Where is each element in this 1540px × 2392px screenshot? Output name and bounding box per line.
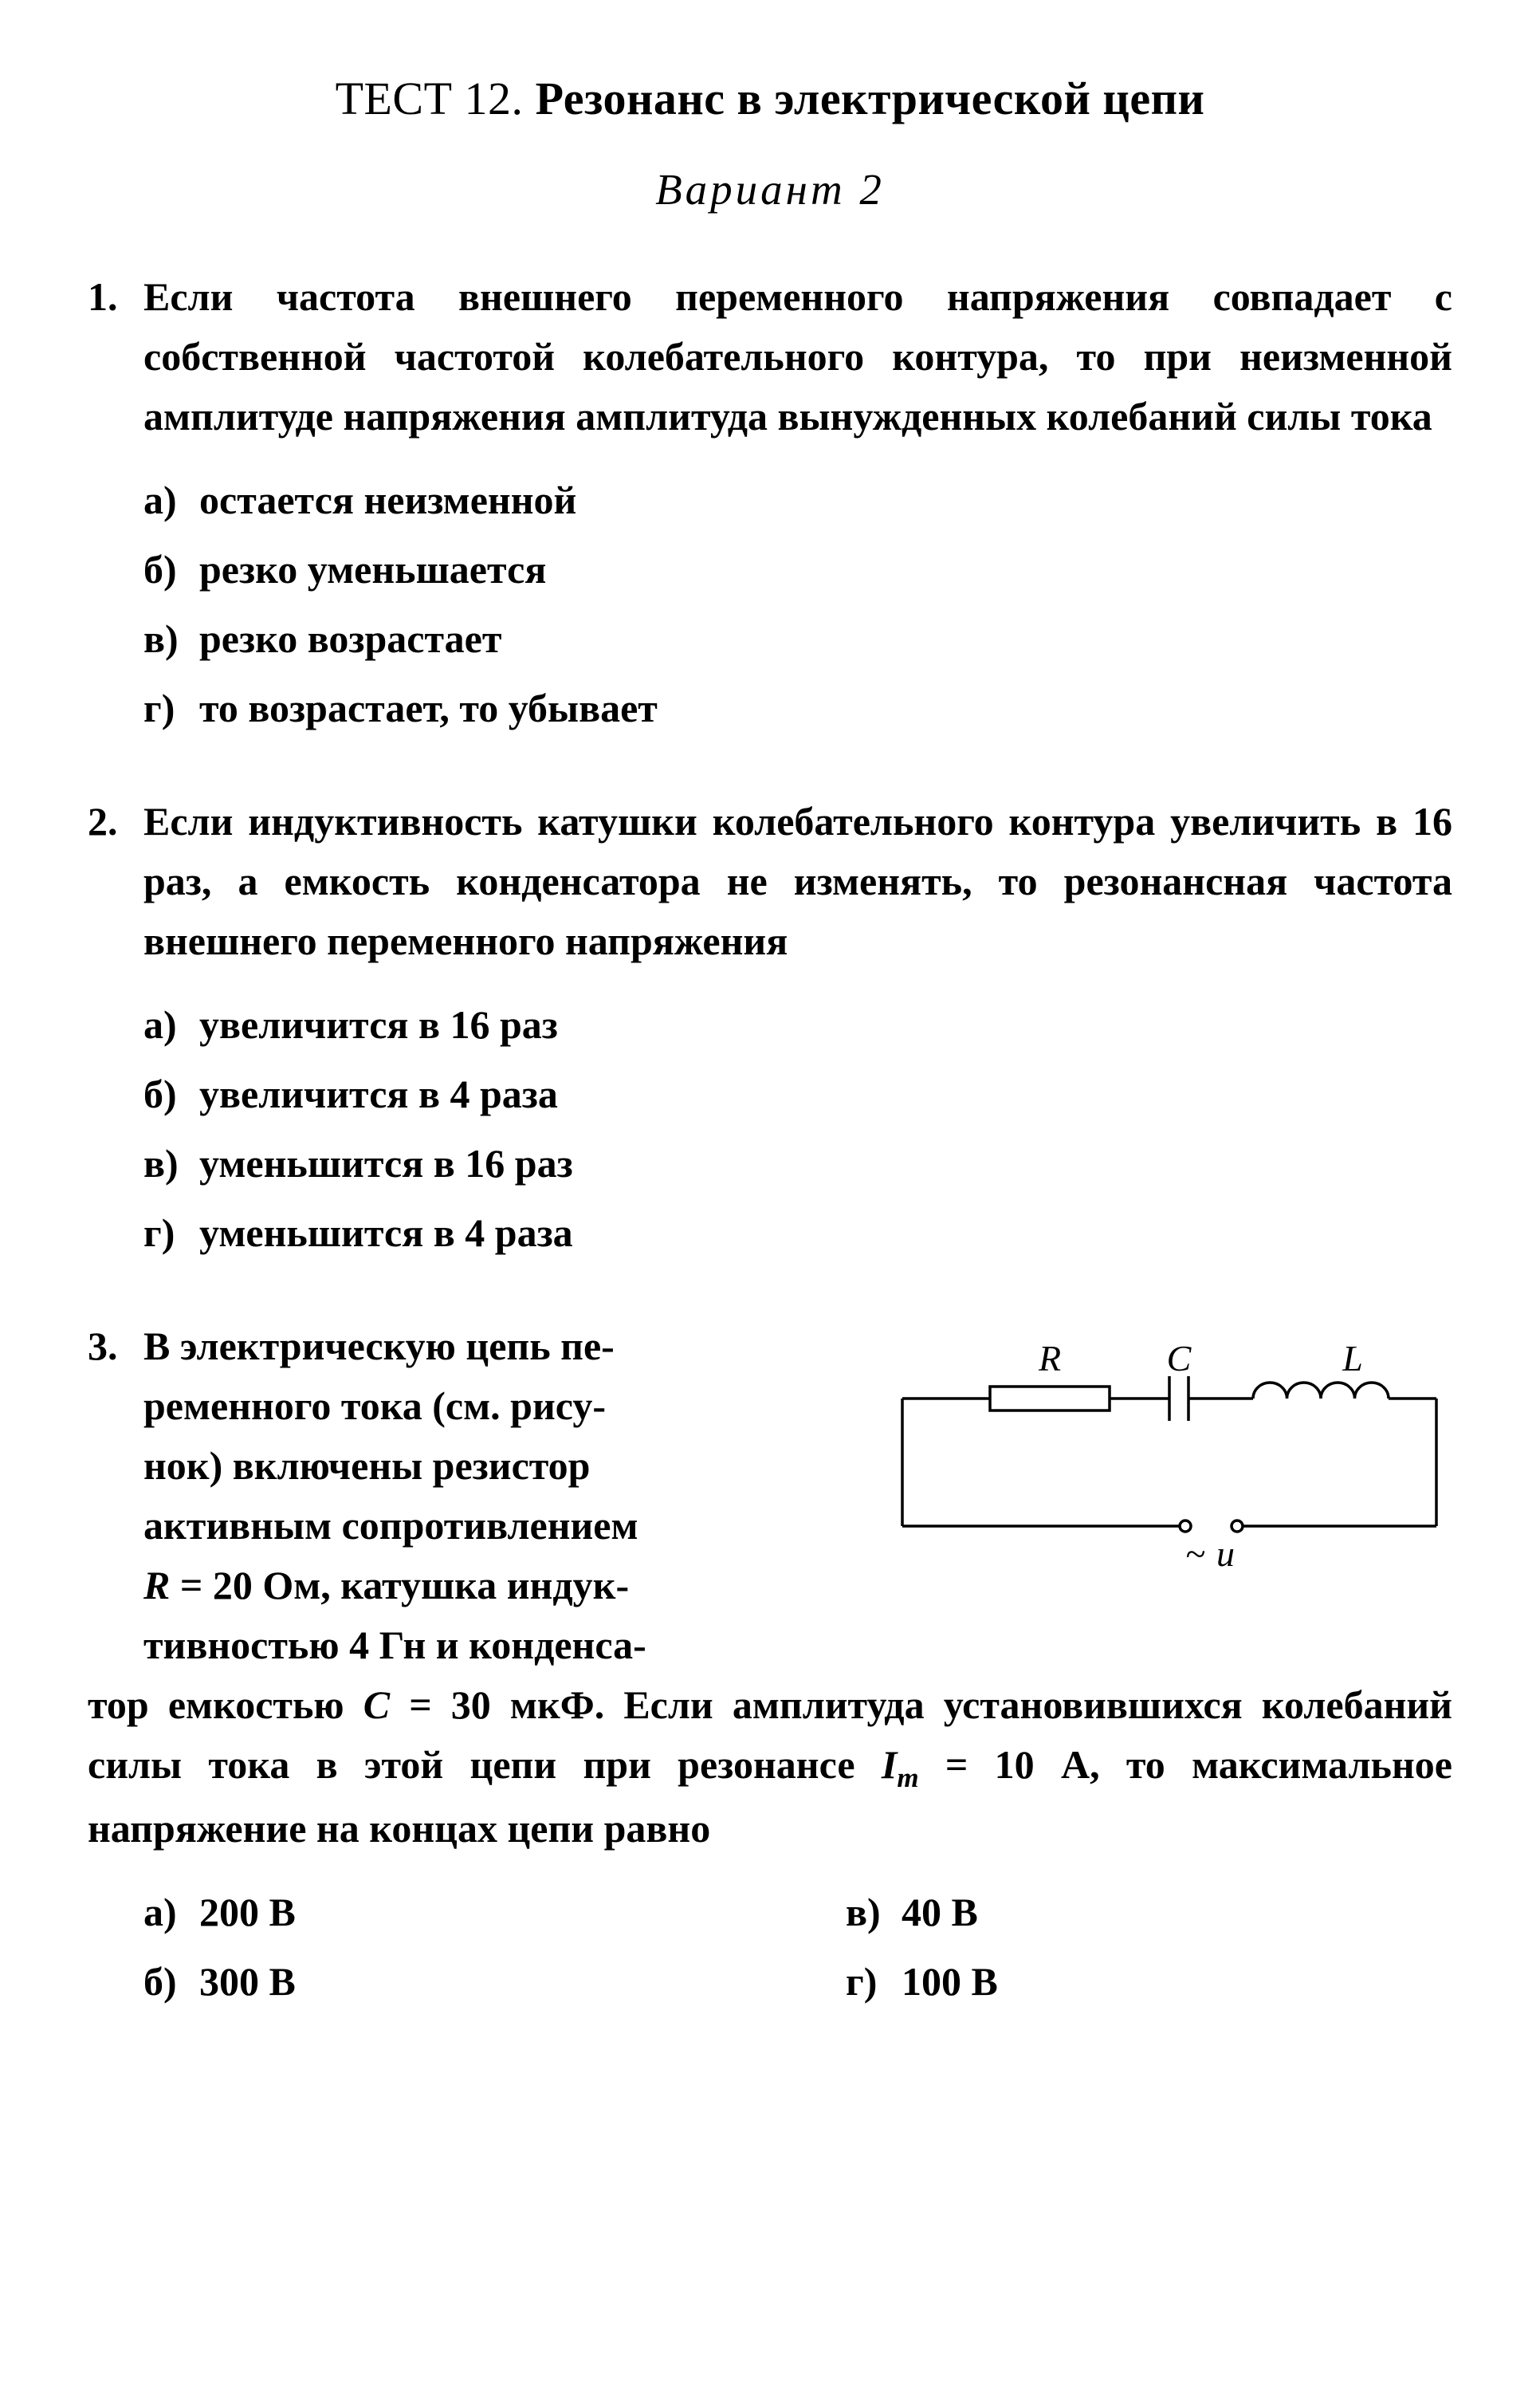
option-text: увеличится в 4 раза bbox=[199, 1064, 1452, 1124]
option-text: 100 В bbox=[902, 1952, 1452, 2012]
q3-I-symbol: I bbox=[882, 1742, 897, 1787]
q2-option-a[interactable]: а) увеличится в 16 раз bbox=[143, 995, 1452, 1055]
q3-option-d[interactable]: г) 100 В bbox=[846, 1952, 1452, 2012]
option-letter: г) bbox=[143, 679, 199, 738]
question-2: 2. Если индуктивность катушки колебатель… bbox=[88, 792, 1452, 1273]
option-letter: б) bbox=[143, 1952, 199, 2012]
option-text: резко уменьшается bbox=[199, 540, 1452, 600]
q1-option-d[interactable]: г) то возрастает, то убывает bbox=[143, 679, 1452, 738]
q3-option-b[interactable]: б) 300 В bbox=[143, 1952, 750, 2012]
q3-stem-l3: нок) включены резистор bbox=[143, 1443, 590, 1488]
q3-option-a[interactable]: а) 200 В bbox=[143, 1883, 750, 1942]
q2-option-d[interactable]: г) уменьшится в 4 раза bbox=[143, 1203, 1452, 1263]
option-text: уменьшится в 4 раза bbox=[199, 1203, 1452, 1263]
option-text: то возрастает, то убывает bbox=[199, 679, 1452, 738]
question-3: 3. В электрическую цепь пе- ременного то… bbox=[88, 1316, 1452, 2022]
svg-text:u: u bbox=[1216, 1533, 1235, 1574]
q2-stem: Если индуктивность катушки колебательног… bbox=[143, 792, 1452, 971]
option-text: 40 В bbox=[902, 1883, 1452, 1942]
q3-options: а) 200 В б) 300 В в) 40 В bbox=[143, 1883, 1452, 2021]
option-letter: в) bbox=[143, 1134, 199, 1194]
option-letter: г) bbox=[143, 1203, 199, 1263]
option-text: увеличится в 16 раз bbox=[199, 995, 1452, 1055]
variant-label: Вариант 2 bbox=[88, 157, 1452, 223]
option-letter: в) bbox=[846, 1883, 902, 1942]
q2-option-b[interactable]: б) увеличится в 4 раза bbox=[143, 1064, 1452, 1124]
svg-text:~: ~ bbox=[1185, 1533, 1205, 1574]
q3-option-c[interactable]: в) 40 В bbox=[846, 1883, 1452, 1942]
title-main: Резонанс в электрической цепи bbox=[536, 73, 1205, 124]
option-letter: а) bbox=[143, 1883, 199, 1942]
circuit-svg: R C L ~ u bbox=[878, 1323, 1452, 1586]
q3-stem-l4: активным сопротивлением bbox=[143, 1503, 638, 1548]
q1-stem: Если частота внешнего переменного напряж… bbox=[143, 267, 1452, 447]
option-text: 300 В bbox=[199, 1952, 750, 2012]
q1-option-b[interactable]: б) резко уменьшается bbox=[143, 540, 1452, 600]
question-1: 1. Если частота внешнего переменного нап… bbox=[88, 267, 1452, 748]
option-letter: а) bbox=[143, 995, 199, 1055]
q2-number: 2. bbox=[88, 792, 143, 852]
option-letter: б) bbox=[143, 1064, 199, 1124]
q2-options: а) увеличится в 16 раз б) увеличится в 4… bbox=[143, 995, 1452, 1263]
q3-stem-l6: тивностью 4 Гн и конденса- bbox=[143, 1623, 646, 1667]
q3-C-symbol: C bbox=[363, 1682, 390, 1727]
q3-stem-l1: В электрическую цепь пе- bbox=[143, 1324, 615, 1368]
circuit-diagram: R C L ~ u bbox=[878, 1316, 1452, 1592]
test-title: ТЕСТ 12. Резонанс в электрической цепи bbox=[88, 64, 1452, 133]
q3-R-symbol: R bbox=[143, 1563, 170, 1607]
q3-m-subscript: m bbox=[897, 1762, 918, 1793]
q1-option-c[interactable]: в) резко возрастает bbox=[143, 609, 1452, 669]
option-letter: б) bbox=[143, 540, 199, 600]
q3-stem-left: В электрическую цепь пе- ременного тока … bbox=[143, 1316, 847, 1675]
q1-option-a[interactable]: а) остается неизменной bbox=[143, 470, 1452, 530]
q3-stem-f1: тор емкостью bbox=[88, 1682, 363, 1727]
title-prefix: ТЕСТ 12. bbox=[336, 73, 524, 124]
option-letter: в) bbox=[143, 609, 199, 669]
q3-stem-l2: ременного тока (см. рису- bbox=[143, 1383, 606, 1428]
option-text: остается неизменной bbox=[199, 470, 1452, 530]
svg-text:L: L bbox=[1342, 1338, 1363, 1379]
option-text: резко возрастает bbox=[199, 609, 1452, 669]
q1-options: а) остается неизменной б) резко уменьшае… bbox=[143, 470, 1452, 738]
option-letter: а) bbox=[143, 470, 199, 530]
page: ТЕСТ 12. Резонанс в электрической цепи В… bbox=[0, 0, 1540, 2392]
option-text: 200 В bbox=[199, 1883, 750, 1942]
svg-text:C: C bbox=[1167, 1338, 1192, 1379]
q3-stem-full: тор емкостью C = 30 мкФ. Если амплитуда … bbox=[88, 1675, 1452, 1859]
option-text: уменьшится в 16 раз bbox=[199, 1134, 1452, 1194]
q2-option-c[interactable]: в) уменьшится в 16 раз bbox=[143, 1134, 1452, 1194]
option-letter: г) bbox=[846, 1952, 902, 2012]
q1-number: 1. bbox=[88, 267, 143, 327]
svg-text:R: R bbox=[1038, 1338, 1061, 1379]
q3-number: 3. bbox=[88, 1316, 143, 1376]
q3-stem-l5: = 20 Ом, катушка индук- bbox=[170, 1563, 629, 1607]
